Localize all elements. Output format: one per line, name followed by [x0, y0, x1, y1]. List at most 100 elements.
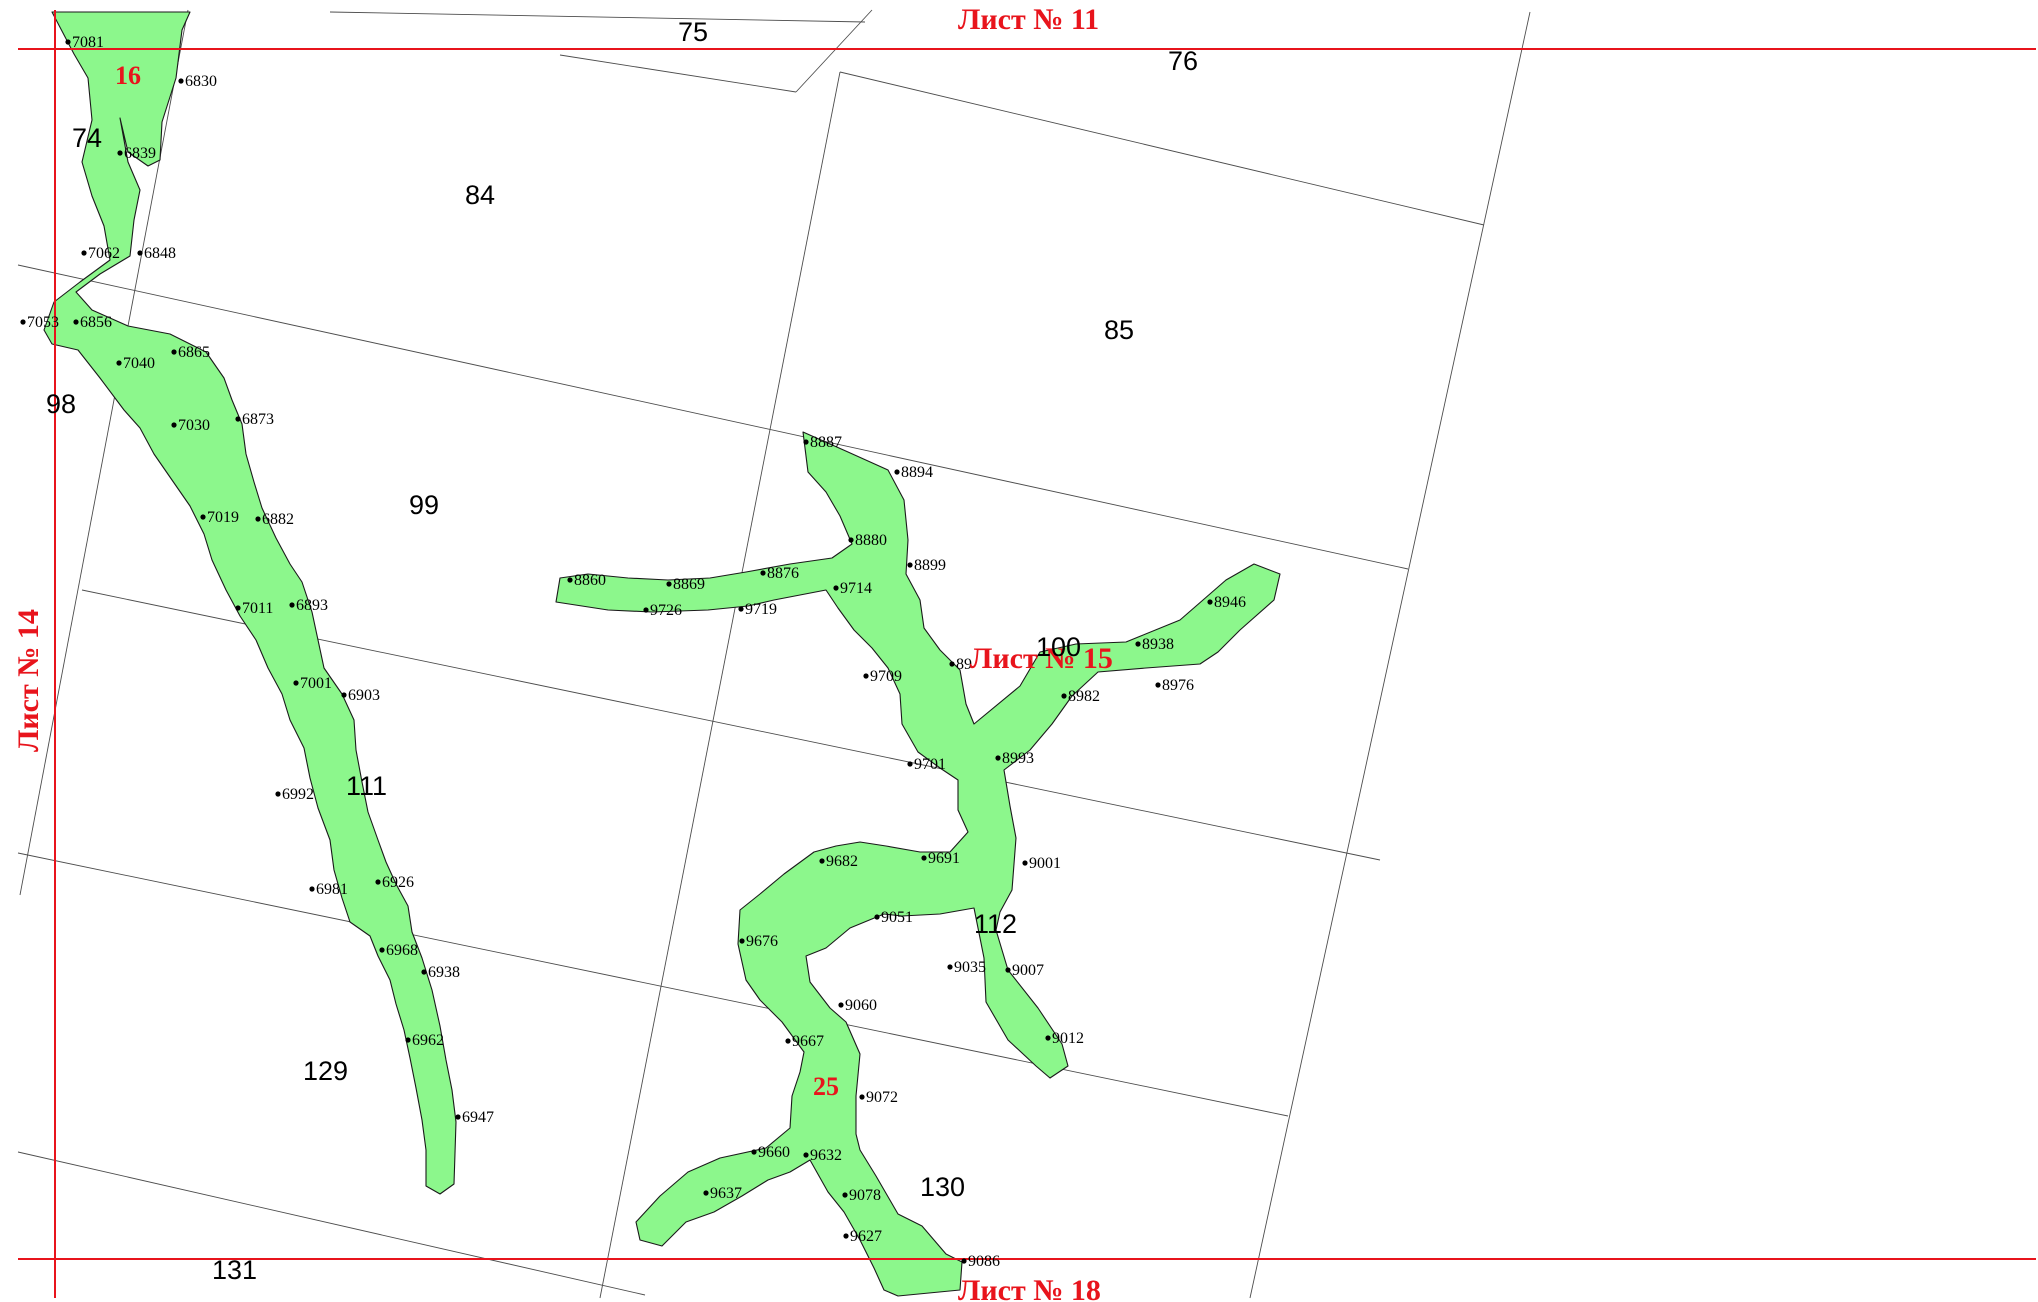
boundary-point — [65, 39, 71, 45]
point-label-8869: 8869 — [673, 576, 705, 593]
boundary-point — [921, 855, 927, 861]
boundary-point — [842, 1192, 848, 1198]
point-label-89: 89 — [956, 656, 972, 673]
point-label-9691: 9691 — [928, 850, 960, 867]
parcel-label-129: 129 — [303, 1056, 348, 1086]
point-label-8880: 8880 — [855, 532, 887, 549]
parcel-label-98: 98 — [46, 389, 76, 419]
boundary-point — [760, 570, 766, 576]
sheet-label-center: Лист № 15 — [970, 642, 1113, 675]
parcel-boundaries — [17, 9, 1531, 1299]
point-label-6848: 6848 — [144, 245, 176, 262]
boundary-point — [1061, 693, 1067, 699]
point-label-7011: 7011 — [242, 600, 273, 617]
boundary-point — [838, 1002, 844, 1008]
point-label-9709: 9709 — [870, 668, 902, 685]
point-label-8887: 8887 — [810, 434, 842, 451]
point-label-9726: 9726 — [650, 602, 682, 619]
boundary-line — [559, 54, 797, 93]
boundary-point — [703, 1190, 709, 1196]
point-label-9060: 9060 — [845, 997, 877, 1014]
boundary-point — [375, 879, 381, 885]
boundary-point — [309, 886, 315, 892]
point-label-8982: 8982 — [1068, 688, 1100, 705]
point-label-8993: 8993 — [1002, 750, 1034, 767]
boundary-point — [116, 360, 122, 366]
point-label-7081: 7081 — [72, 34, 104, 51]
boundary-line — [17, 852, 1289, 1117]
point-label-8976: 8976 — [1162, 677, 1194, 694]
point-label-9007: 9007 — [1012, 962, 1044, 979]
point-label-9714: 9714 — [840, 580, 872, 597]
boundary-point — [171, 349, 177, 355]
boundary-point — [949, 661, 955, 667]
boundary-points: 7081 6830 6839 7062 6848 7053 6856 7040 6865 7030… — [20, 34, 1246, 1270]
boundary-point — [235, 605, 241, 611]
parcel-label-100: 100 — [1036, 632, 1081, 662]
boundary-point — [137, 250, 143, 256]
point-label-9632: 9632 — [810, 1147, 842, 1164]
boundary-point — [819, 858, 825, 864]
parcel-label-74: 74 — [72, 123, 102, 153]
point-label-6903: 6903 — [348, 687, 380, 704]
boundary-point — [907, 761, 913, 767]
point-label-6882: 6882 — [262, 511, 294, 528]
point-label-6962: 6962 — [412, 1032, 444, 1049]
boundary-point — [1022, 860, 1028, 866]
boundary-point — [81, 250, 87, 256]
boundary-point — [803, 1152, 809, 1158]
point-label-8899: 8899 — [914, 557, 946, 574]
parcel-label-99: 99 — [409, 490, 439, 520]
sheet-label-south: Лист № 18 — [958, 1274, 1101, 1302]
boundary-point — [275, 791, 281, 797]
boundary-line — [17, 1151, 646, 1296]
boundary-point — [947, 964, 953, 970]
parcel-label-75: 75 — [678, 17, 708, 47]
point-label-9719: 9719 — [745, 601, 777, 618]
point-label-8946: 8946 — [1214, 594, 1246, 611]
boundary-point — [874, 914, 880, 920]
boundary-point — [1135, 641, 1141, 647]
boundary-line — [795, 9, 873, 93]
boundary-point — [1207, 599, 1213, 605]
boundary-point — [907, 562, 913, 568]
point-label-6893: 6893 — [296, 597, 328, 614]
point-label-9035: 9035 — [954, 959, 986, 976]
point-label-8894: 8894 — [901, 464, 933, 481]
boundary-point — [255, 516, 261, 522]
boundary-line — [599, 71, 841, 1299]
point-label-7053: 7053 — [27, 314, 59, 331]
point-label-9701: 9701 — [914, 756, 946, 773]
point-label-7019: 7019 — [207, 509, 239, 526]
point-label-6968: 6968 — [386, 942, 418, 959]
point-label-9627: 9627 — [850, 1228, 882, 1245]
water-zone-central — [555, 431, 1281, 1297]
point-label-9051: 9051 — [881, 909, 913, 926]
boundary-point — [455, 1114, 461, 1120]
point-label-6856: 6856 — [80, 314, 112, 331]
water-zones — [43, 11, 1281, 1297]
boundary-point — [178, 78, 184, 84]
zone-label-25: 25 — [813, 1072, 839, 1101]
point-label-7001: 7001 — [300, 675, 332, 692]
point-label-6938: 6938 — [428, 964, 460, 981]
boundary-point — [843, 1233, 849, 1239]
point-label-9086: 9086 — [968, 1253, 1000, 1270]
point-label-7030: 7030 — [178, 417, 210, 434]
boundary-point — [833, 585, 839, 591]
point-label-9660: 9660 — [758, 1144, 790, 1161]
boundary-point — [73, 319, 79, 325]
boundary-point — [117, 150, 123, 156]
boundary-point — [1045, 1035, 1051, 1041]
point-label-6865: 6865 — [178, 344, 210, 361]
point-label-7040: 7040 — [123, 355, 155, 372]
point-label-6926: 6926 — [382, 874, 414, 891]
point-label-8860: 8860 — [574, 572, 606, 589]
boundary-point — [200, 514, 206, 520]
boundary-point — [1005, 967, 1011, 973]
boundary-point — [894, 469, 900, 475]
point-label-9637: 9637 — [710, 1185, 742, 1202]
boundary-point — [171, 422, 177, 428]
sheet-frame — [18, 10, 2036, 1298]
